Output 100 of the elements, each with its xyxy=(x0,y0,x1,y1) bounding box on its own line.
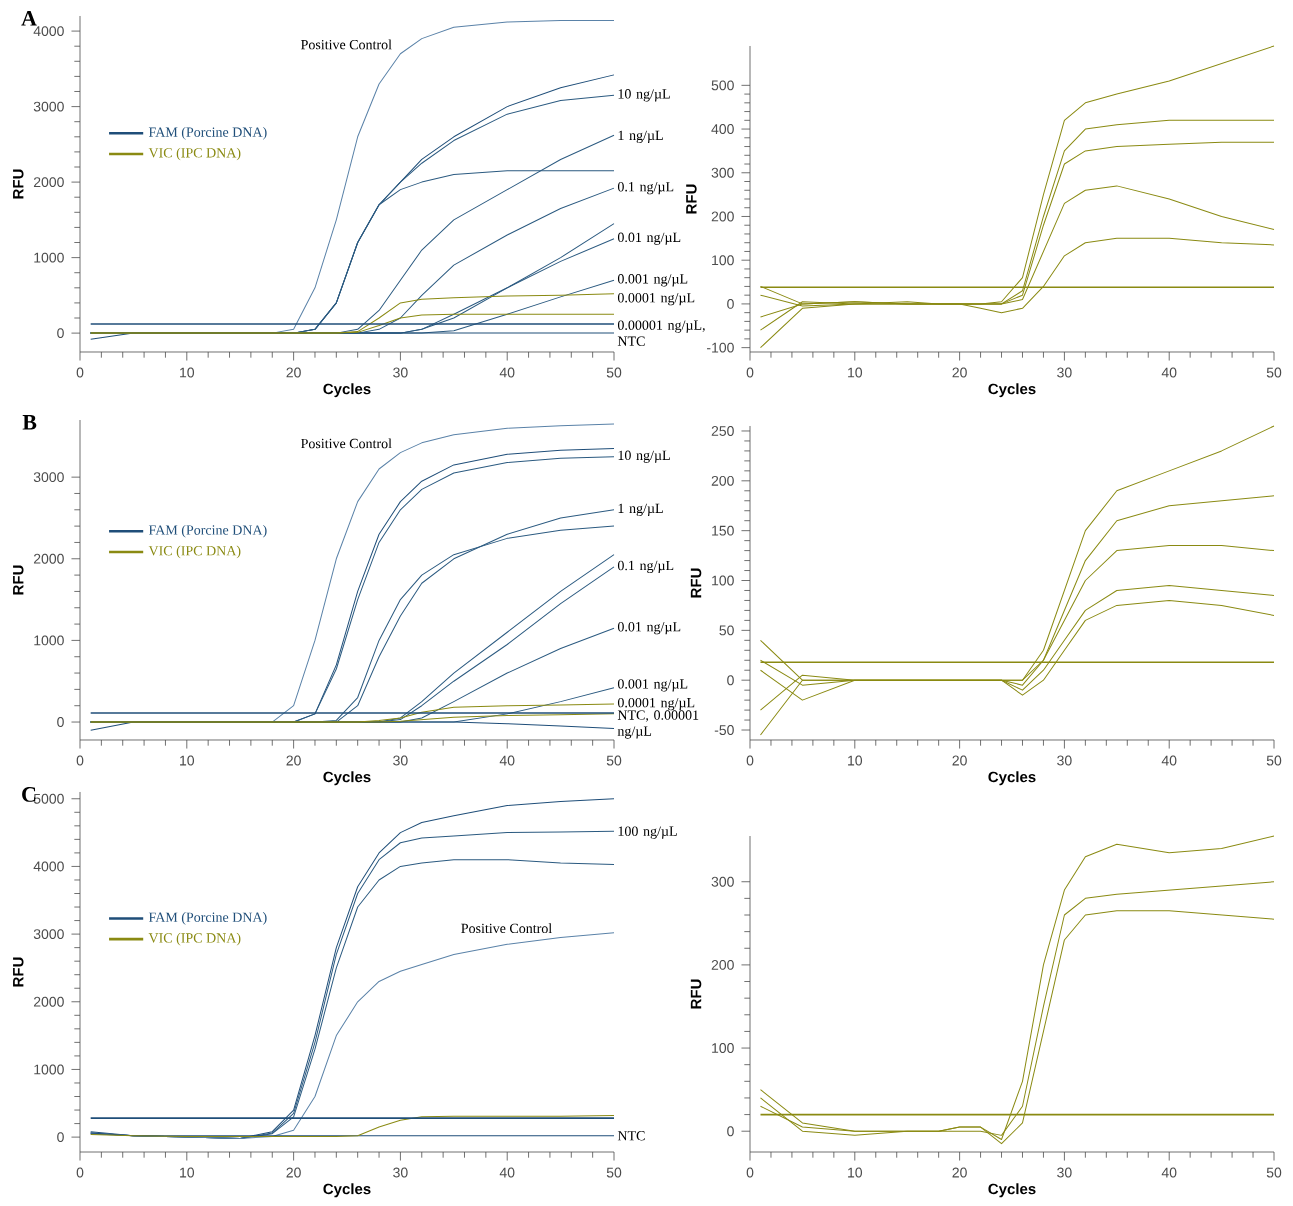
chart-title: A xyxy=(21,11,37,26)
annotation: NTC xyxy=(617,1131,645,1141)
y-tick-label: 0 xyxy=(727,1126,734,1137)
annotation: NTC, 0.00001 ng/µL xyxy=(617,710,699,739)
y-tick-label: 2000 xyxy=(33,996,64,1007)
y-tick-label: -100 xyxy=(707,342,734,353)
x-tick-label: 20 xyxy=(286,367,301,378)
y-axis-title: RFU xyxy=(686,184,697,214)
y-tick-label: 0 xyxy=(57,1132,64,1143)
chart-title: C xyxy=(22,787,36,802)
y-tick-label: 300 xyxy=(711,876,734,887)
legend-label: VIC (IPC DNA) xyxy=(148,932,241,946)
x-tick-label: 30 xyxy=(393,1167,408,1178)
x-tick-label: 40 xyxy=(499,1167,515,1178)
annotation: 0.001 ng/µL xyxy=(617,679,688,692)
x-tick-label: 50 xyxy=(1266,367,1282,378)
annotation: Positive Control xyxy=(301,39,392,50)
y-tick-label: 100 xyxy=(712,1043,734,1053)
y-axis-title: RFU xyxy=(13,169,24,199)
x-tick-label: 30 xyxy=(1057,755,1072,766)
annotation: 10 ng/µL xyxy=(618,89,670,102)
x-tick-label: 40 xyxy=(1161,367,1177,378)
legend-label: FAM (Porcine DNA) xyxy=(148,912,267,925)
y-axis-title: RFU xyxy=(13,957,24,987)
y-tick-label: 50 xyxy=(719,625,734,636)
annotation: 0.0001 ng/µL xyxy=(617,697,695,711)
x-tick-label: 30 xyxy=(393,755,408,766)
x-tick-label: 40 xyxy=(1161,1167,1177,1178)
y-tick-label: 0 xyxy=(727,298,734,309)
legend-label: FAM (Porcine DNA) xyxy=(148,524,267,538)
y-tick-label: 0 xyxy=(727,675,734,686)
annotation: 0.001 ng/µL xyxy=(617,274,688,287)
y-tick-label: 500 xyxy=(711,80,734,91)
y-tick-label: 1000 xyxy=(34,252,64,263)
y-axis-title: RFU xyxy=(690,979,702,1009)
x-tick-label: 0 xyxy=(76,367,84,378)
x-tick-label: 0 xyxy=(746,755,754,766)
x-tick-label: 20 xyxy=(952,1167,967,1178)
x-tick-label: 10 xyxy=(848,367,863,378)
x-tick-label: 50 xyxy=(1266,755,1282,766)
annotation: 0.0001 ng/µL xyxy=(617,292,695,306)
x-axis-title: Cycles xyxy=(323,1183,371,1198)
y-tick-label: 300 xyxy=(711,167,734,178)
annotation: 0.01 ng/µL xyxy=(617,232,681,245)
x-tick-label: 0 xyxy=(76,755,84,766)
annotation: 0.01 ng/µL xyxy=(617,621,681,635)
x-tick-label: 30 xyxy=(1057,367,1072,378)
y-tick-label: 3000 xyxy=(33,472,64,483)
x-tick-label: 50 xyxy=(606,367,622,378)
y-tick-label: 200 xyxy=(711,959,734,970)
y-tick-label: 1000 xyxy=(34,635,64,646)
y-tick-label: 150 xyxy=(712,525,734,536)
x-tick-label: 10 xyxy=(180,367,195,378)
x-tick-label: 40 xyxy=(1161,755,1177,766)
y-tick-label: 2000 xyxy=(33,177,64,188)
chart-title: B xyxy=(22,415,37,430)
y-tick-label: 400 xyxy=(711,124,734,134)
legend-label: VIC (IPC DNA) xyxy=(148,545,241,559)
x-tick-label: 30 xyxy=(1057,1167,1072,1178)
y-tick-label: -50 xyxy=(714,725,734,735)
x-tick-label: 10 xyxy=(180,755,195,766)
y-tick-label: 0 xyxy=(57,328,64,339)
y-tick-label: 100 xyxy=(712,575,734,586)
x-tick-label: 10 xyxy=(848,755,863,766)
annotation: 10 ng/µL xyxy=(618,450,670,463)
x-tick-label: 40 xyxy=(499,755,515,766)
y-tick-label: 2000 xyxy=(33,553,64,564)
x-tick-label: 20 xyxy=(286,1167,301,1178)
y-tick-label: 100 xyxy=(712,255,734,266)
legend-label: FAM (Porcine DNA) xyxy=(148,126,267,140)
y-tick-label: 3000 xyxy=(33,929,64,940)
y-tick-label: 4000 xyxy=(33,26,64,37)
x-tick-label: 50 xyxy=(606,1167,622,1178)
y-tick-label: 200 xyxy=(711,475,734,486)
y-tick-label: 3000 xyxy=(33,101,64,112)
y-tick-label: 5000 xyxy=(33,793,64,804)
annotation: 0.1 ng/µL xyxy=(617,560,674,574)
legend-label: VIC (IPC DNA) xyxy=(148,147,241,161)
x-axis-title: Cycles xyxy=(323,383,371,398)
annotation: Positive Control xyxy=(461,923,552,934)
y-tick-label: 200 xyxy=(711,211,734,222)
annotation: 0.1 ng/µL xyxy=(617,181,674,195)
annotation: Positive Control xyxy=(301,438,392,449)
x-axis-title: Cycles xyxy=(988,383,1036,398)
annotation: 1 ng/µL xyxy=(618,130,663,143)
x-tick-label: 50 xyxy=(606,755,622,766)
y-tick-label: 0 xyxy=(57,717,64,727)
annotation: 0.00001 ng/µL, NTC xyxy=(617,320,705,346)
x-axis-title: Cycles xyxy=(323,771,371,786)
annotation: 100 ng/µL xyxy=(618,826,677,839)
x-tick-label: 10 xyxy=(180,1167,195,1178)
x-tick-label: 0 xyxy=(746,1167,754,1178)
y-tick-label: 4000 xyxy=(33,861,64,872)
x-tick-label: 20 xyxy=(286,755,301,766)
x-tick-label: 10 xyxy=(848,1167,863,1178)
x-axis-title: Cycles xyxy=(988,771,1036,786)
x-axis-title: Cycles xyxy=(988,1183,1036,1198)
x-tick-label: 0 xyxy=(746,367,754,378)
y-axis-title: RFU xyxy=(13,565,24,595)
annotation: 1 ng/µL xyxy=(618,503,663,516)
